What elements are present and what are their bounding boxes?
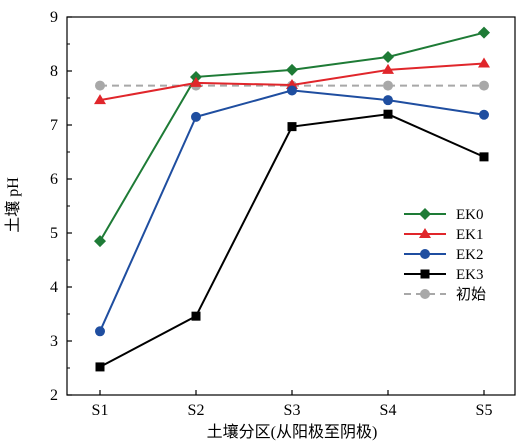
legend-marker — [420, 269, 430, 279]
legend: EK0 EK1 EK2 EK3 初始 — [404, 207, 486, 303]
data-point — [383, 109, 393, 119]
x-tick-label: S5 — [476, 402, 493, 419]
legend-marker — [419, 208, 431, 220]
x-axis-title: 土壤分区(从阳极至阴极) — [207, 422, 378, 441]
data-point — [383, 95, 393, 106]
data-point — [94, 235, 106, 248]
axes: 2 3 4 5 6 7 8 9 S1 S2 S3 S4 S5 — [50, 9, 516, 419]
x-tick-label: S2 — [188, 402, 205, 419]
y-tick-label: 4 — [50, 279, 58, 296]
data-point — [478, 57, 490, 68]
data-point — [190, 76, 202, 87]
data-point — [382, 63, 394, 74]
data-point — [479, 80, 489, 91]
data-point — [95, 80, 105, 91]
legend-marker — [420, 249, 430, 259]
data-point — [95, 362, 105, 372]
series-line-4 — [99, 113, 485, 368]
data-point — [287, 85, 297, 96]
data-point — [478, 26, 490, 39]
y-tick-label: 8 — [50, 63, 58, 80]
x-tick-label: S1 — [92, 402, 109, 419]
data-point — [383, 80, 393, 91]
legend-label: 初始 — [456, 286, 486, 303]
x-tick-label: S4 — [380, 402, 397, 419]
legend-label: EK2 — [456, 247, 484, 263]
y-tick-label: 2 — [50, 387, 58, 404]
data-point — [479, 109, 489, 120]
x-tick-label: S3 — [284, 402, 301, 419]
legend-marker — [420, 289, 430, 299]
y-tick-label: 9 — [50, 9, 58, 26]
legend-marker — [419, 228, 431, 238]
legend-label: EK1 — [456, 227, 484, 243]
y-tick-label: 7 — [50, 117, 58, 134]
data-point — [95, 326, 105, 337]
data-point — [286, 63, 298, 76]
legend-label: EK3 — [456, 267, 484, 283]
data-point — [382, 50, 394, 63]
y-tick-label: 6 — [50, 171, 58, 188]
y-tick-label: 5 — [50, 225, 58, 242]
data-point — [479, 152, 489, 162]
y-axis-title: 土壤 pH — [3, 177, 22, 233]
legend-label: EK0 — [456, 207, 484, 223]
data-point — [287, 122, 297, 132]
data-point — [94, 94, 106, 105]
data-point — [191, 111, 201, 122]
data-point — [191, 311, 201, 321]
plot-area — [94, 26, 490, 372]
y-tick-label: 3 — [50, 333, 58, 350]
